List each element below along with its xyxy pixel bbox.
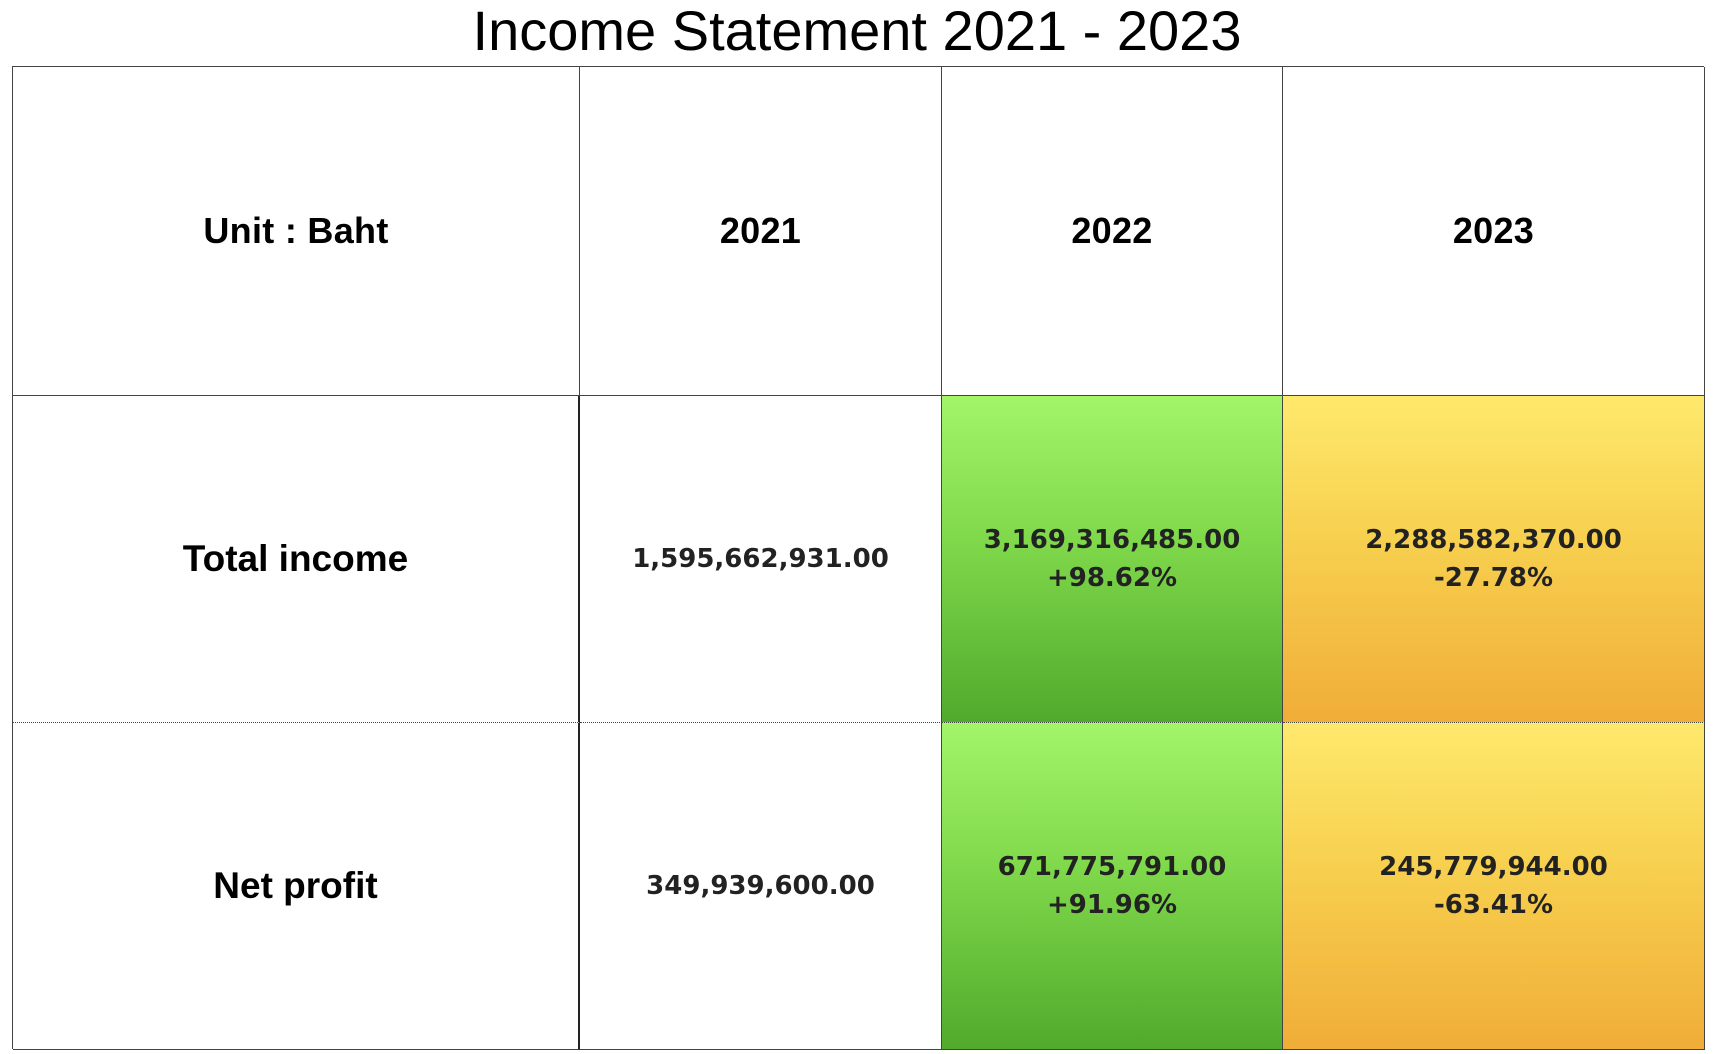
income-statement-table: Unit : Baht 2021 2022 2023 Total income … (12, 66, 1705, 1050)
net-profit-2023-change: -63.41% (1433, 890, 1554, 920)
total-income-2023-value: 2,288,582,370.00 (1365, 525, 1622, 555)
total-income-2022-cell: 3,169,316,485.00 +98.62% (942, 396, 1283, 723)
net-profit-2021-value: 349,939,600.00 (646, 871, 875, 901)
net-profit-2023-cell: 245,779,944.00 -63.41% (1283, 723, 1705, 1050)
page-title: Income Statement 2021 - 2023 (472, 0, 1242, 62)
total-income-2022-change: +98.62% (1046, 563, 1178, 593)
row-label-cell-net-profit: Net profit (13, 723, 580, 1050)
row-label-total-income: Total income (182, 538, 409, 579)
net-profit-2022-cell: 671,775,791.00 +91.96% (942, 723, 1283, 1050)
total-income-2021-cell: 1,595,662,931.00 (580, 396, 942, 723)
header-cell-unit: Unit : Baht (13, 67, 580, 396)
row-label-cell-total-income: Total income (13, 396, 580, 723)
header-cell-2022: 2022 (942, 67, 1283, 396)
year-header-2023: 2023 (1452, 210, 1535, 251)
total-income-2022-value: 3,169,316,485.00 (983, 525, 1241, 555)
net-profit-2022-value: 671,775,791.00 (997, 852, 1227, 882)
total-income-2023-change: -27.78% (1433, 563, 1554, 593)
row-label-net-profit: Net profit (213, 865, 378, 906)
header-cell-2023: 2023 (1283, 67, 1705, 396)
year-header-2021: 2021 (719, 210, 802, 251)
total-income-2021-value: 1,595,662,931.00 (632, 544, 889, 574)
net-profit-2023-value: 245,779,944.00 (1379, 852, 1608, 882)
unit-label: Unit : Baht (203, 210, 389, 251)
net-profit-2022-change: +91.96% (1046, 890, 1178, 920)
net-profit-2021-cell: 349,939,600.00 (580, 723, 942, 1050)
total-income-2023-cell: 2,288,582,370.00 -27.78% (1283, 396, 1705, 723)
year-header-2022: 2022 (1071, 210, 1153, 251)
header-cell-2021: 2021 (580, 67, 942, 396)
